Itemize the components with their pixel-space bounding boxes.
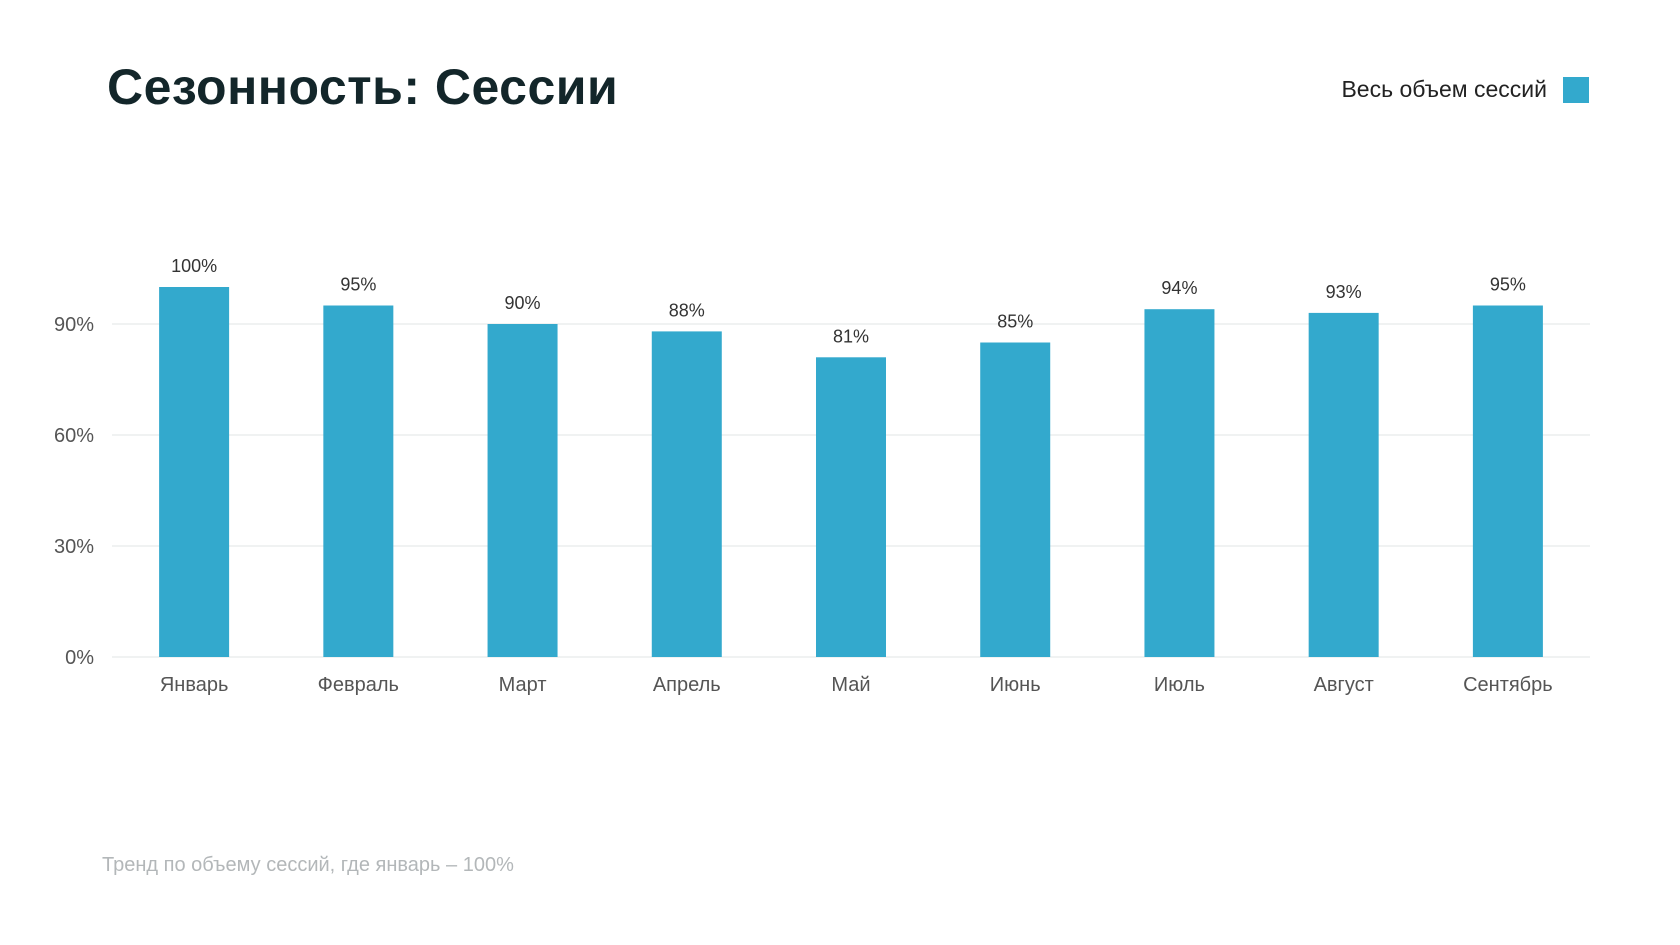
bar-value-label: 81%: [833, 326, 869, 346]
bar: [816, 357, 886, 657]
footnote: Тренд по объему сессий, где январь – 100…: [102, 854, 514, 876]
bar: [1308, 312, 1379, 657]
x-tick-label: Июль: [1154, 674, 1205, 696]
bar: [323, 305, 394, 657]
bar-value-label: 90%: [505, 293, 541, 313]
bar: [487, 324, 558, 657]
bar: [1144, 309, 1215, 657]
x-tick-label: Май: [831, 674, 870, 696]
x-tick-label: Сентябрь: [1463, 674, 1553, 696]
bar: [980, 342, 1051, 657]
x-tick-label: Июнь: [990, 674, 1041, 696]
y-tick-label: 30%: [54, 536, 94, 558]
y-tick-label: 90%: [54, 314, 94, 336]
x-tick-label: Февраль: [318, 674, 399, 696]
chart-title: Сезонность: Сессии: [107, 59, 619, 115]
x-tick-label: Август: [1314, 674, 1374, 696]
bar-value-label: 93%: [1326, 282, 1362, 302]
bar-value-label: 88%: [669, 300, 705, 320]
legend-swatch: [1563, 76, 1589, 103]
legend: Весь объем сессий: [1341, 76, 1589, 103]
bar: [1472, 305, 1543, 657]
bar-value-label: 100%: [171, 256, 217, 276]
x-tick-label: Апрель: [653, 674, 721, 696]
x-tick-label: Март: [499, 674, 547, 696]
bar-value-label: 95%: [1490, 275, 1526, 295]
bar-value-label: 85%: [997, 312, 1033, 332]
x-tick-label: Январь: [160, 674, 229, 696]
y-tick-label: 60%: [54, 425, 94, 447]
bar-value-label: 95%: [340, 275, 376, 295]
y-tick-label: 0%: [65, 647, 94, 669]
legend-label: Весь объем сессий: [1341, 76, 1547, 102]
bar: [159, 287, 230, 657]
bar: [651, 331, 722, 657]
bar-value-label: 94%: [1161, 278, 1197, 298]
